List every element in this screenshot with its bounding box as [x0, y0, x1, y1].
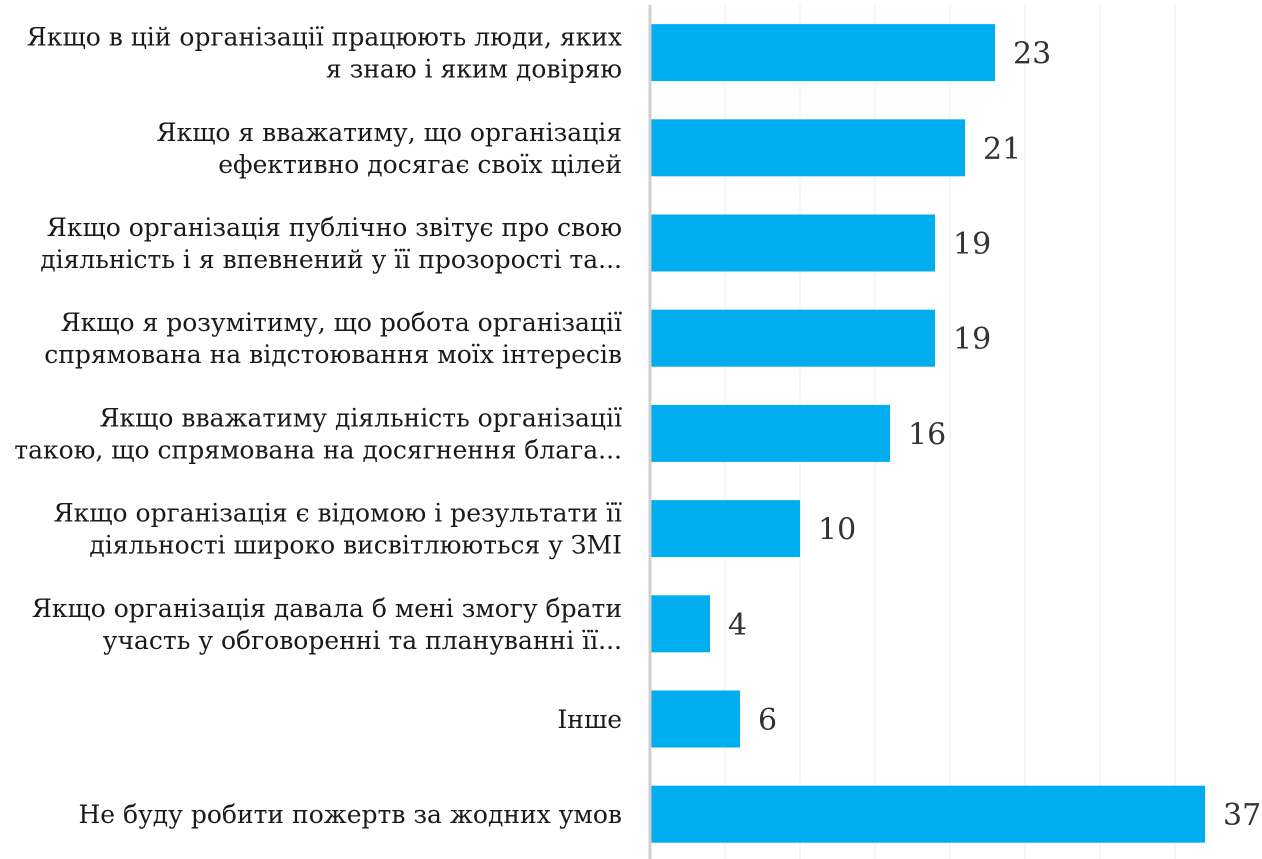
data-label: 37 [1223, 798, 1261, 833]
bar[interactable] [650, 500, 800, 558]
bar[interactable] [650, 404, 890, 462]
category-label: спрямована на відстоювання моїх інтересі… [44, 340, 622, 369]
category-label: Якщо організація публічно звітує про сво… [47, 213, 622, 242]
bar[interactable] [650, 119, 965, 177]
bar[interactable] [650, 785, 1205, 843]
category-label: ефективно досягає своїх цілей [218, 150, 622, 179]
data-label: 23 [1013, 37, 1051, 72]
data-label: 4 [728, 608, 747, 643]
category-label: Якщо в цій організації працюють люди, як… [27, 23, 622, 52]
bar[interactable] [650, 214, 935, 272]
data-label: 19 [953, 322, 991, 357]
category-label: діяльність і я впевнений у її прозорості… [40, 245, 622, 274]
category-label: такою, що спрямована на досягнення блага… [14, 435, 622, 464]
data-label: 6 [758, 703, 777, 738]
bar[interactable] [650, 309, 935, 367]
data-label: 10 [818, 513, 856, 548]
category-label: Якщо організація є відомою і результати … [53, 499, 622, 528]
bar[interactable] [650, 690, 740, 748]
category-label: я знаю і яким довіряю [326, 55, 622, 84]
category-label: Інше [557, 705, 622, 734]
data-label: 19 [953, 227, 991, 262]
category-label: Якщо вважатиму діяльність організації [99, 403, 622, 432]
bar[interactable] [650, 24, 995, 82]
category-label: Якщо я розумітиму, що робота організації [60, 308, 622, 337]
data-label: 21 [983, 132, 1021, 167]
category-label: Якщо я вважатиму, що організація [156, 118, 622, 147]
category-label: Не буду робити пожертв за жодних умов [78, 800, 622, 829]
category-label: участь у обговоренні та плануванні її... [103, 626, 622, 655]
data-label: 16 [908, 417, 946, 452]
category-label: Якщо організація давала б мені змогу бра… [32, 594, 622, 623]
bar[interactable] [650, 595, 710, 653]
category-label: діяльності широко висвітлюються у ЗМІ [89, 531, 622, 560]
